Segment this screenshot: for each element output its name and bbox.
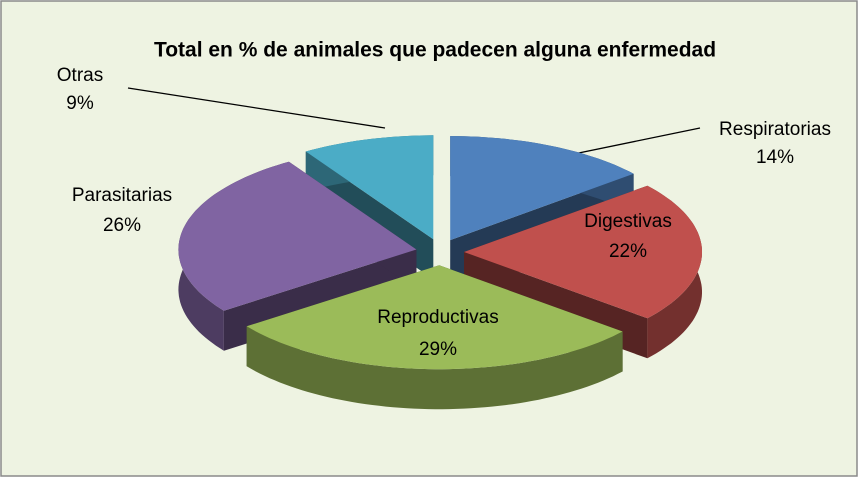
slice-wall xyxy=(246,326,623,410)
slice-top xyxy=(246,265,623,370)
leader-line xyxy=(127,87,386,129)
slice-top xyxy=(450,136,634,241)
slice-label: Respiratorias xyxy=(719,119,831,140)
slice-value-label: 14% xyxy=(756,147,794,168)
slice-value-label: 26% xyxy=(103,215,141,236)
slice-value-label: 22% xyxy=(609,241,647,262)
slice-value-label: 29% xyxy=(419,339,457,360)
slice-label: Parasitarias xyxy=(72,185,172,206)
slice-label: Otras xyxy=(57,65,103,86)
slice-top xyxy=(464,185,702,319)
slice-top xyxy=(178,161,417,311)
slice-label: Reproductivas xyxy=(377,307,498,328)
chart-title: Total en % de animales que padecen algun… xyxy=(154,39,716,62)
pie-slice xyxy=(246,265,623,410)
slice-top xyxy=(305,135,434,240)
slice-value-label: 9% xyxy=(66,93,94,114)
slice-label: Digestivas xyxy=(584,211,672,232)
